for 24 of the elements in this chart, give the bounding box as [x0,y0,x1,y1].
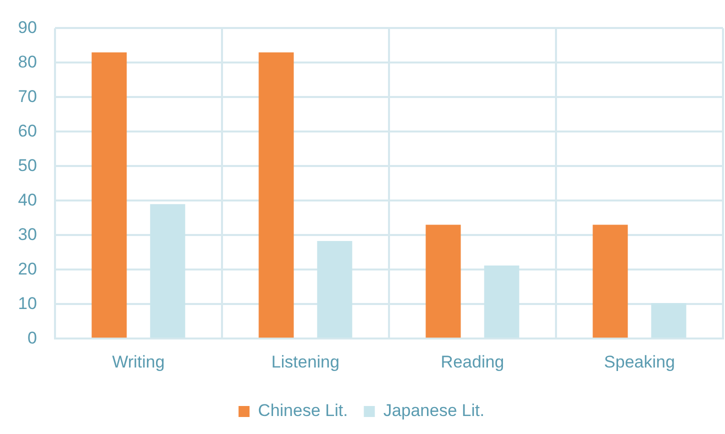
y-tick-label: 60 [18,121,37,140]
y-tick-label: 0 [27,328,37,348]
y-tick-label: 70 [18,86,37,106]
y-tick-label: 20 [18,259,37,278]
legend-label: Chinese Lit. [258,401,348,420]
bar [484,265,520,338]
x-tick-label: Speaking [604,352,675,372]
bar [426,224,461,338]
x-tick-label: Writing [112,352,165,372]
legend-label: Japanese Lit. [383,401,484,420]
bar [317,240,352,338]
bar [258,52,294,338]
y-tick-label: 10 [18,294,37,313]
y-tick-label: 40 [18,190,37,210]
x-tick-label: Reading [440,352,504,372]
y-tick-label: 90 [18,18,37,37]
bar [592,224,628,338]
x-tick-label: Listening [271,352,340,372]
y-tick-label: 50 [18,156,37,175]
bar [92,52,127,338]
y-tick-label: 30 [18,224,37,244]
bar [150,204,186,338]
y-tick-label: 80 [18,52,37,72]
bar [651,303,686,338]
